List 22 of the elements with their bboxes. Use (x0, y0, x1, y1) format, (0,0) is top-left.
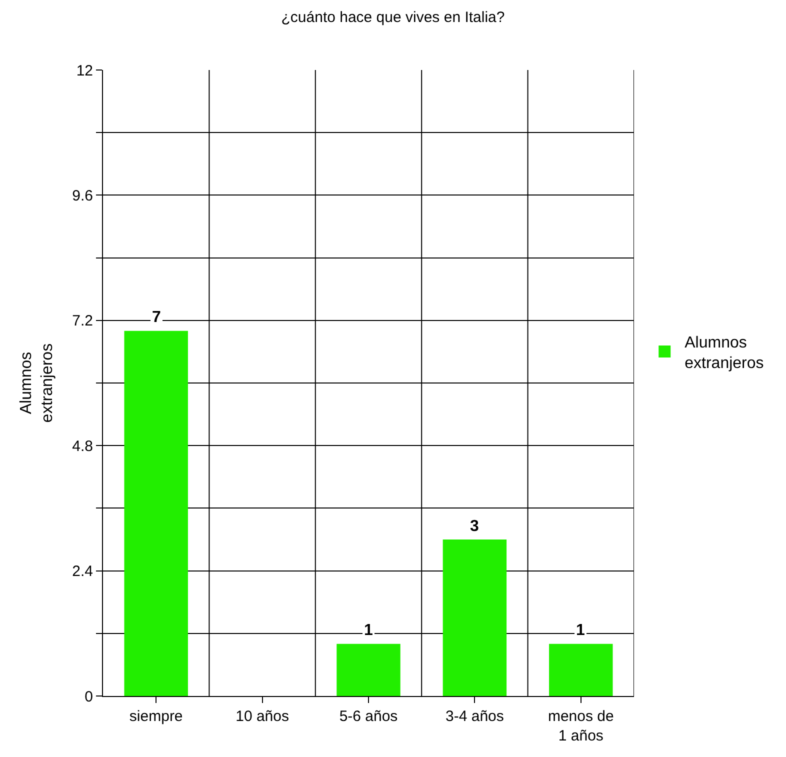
data-label: 1 (364, 622, 373, 639)
y-tick-label: 12 (76, 62, 93, 80)
bar (442, 540, 507, 696)
y-axis-title: Alumnos extranjeros (18, 343, 56, 423)
legend-label: Alumnos extranjeros (684, 334, 764, 372)
y-tick-label: 4.8 (72, 438, 93, 455)
bar (124, 330, 188, 696)
x-tick-label: 10 años (236, 708, 289, 725)
y-tick-label: 7.2 (72, 312, 93, 330)
data-label: 1 (576, 622, 585, 639)
data-label: 3 (470, 518, 479, 535)
x-tick-label: 5-6 años (339, 708, 398, 725)
x-tick-label: siempre (129, 708, 183, 725)
y-tick-label: 0 (84, 688, 93, 706)
y-tick-label: 2.4 (72, 563, 93, 580)
x-tick-label: menos de 1 años (548, 708, 614, 744)
data-label: 7 (152, 309, 161, 326)
chart-title: ¿cuánto hace que vives en Italia? (281, 8, 505, 26)
bar (549, 644, 613, 696)
y-tick-label: 9.6 (72, 187, 93, 204)
bar (336, 644, 400, 696)
x-tick-label: 3-4 años (446, 708, 504, 725)
